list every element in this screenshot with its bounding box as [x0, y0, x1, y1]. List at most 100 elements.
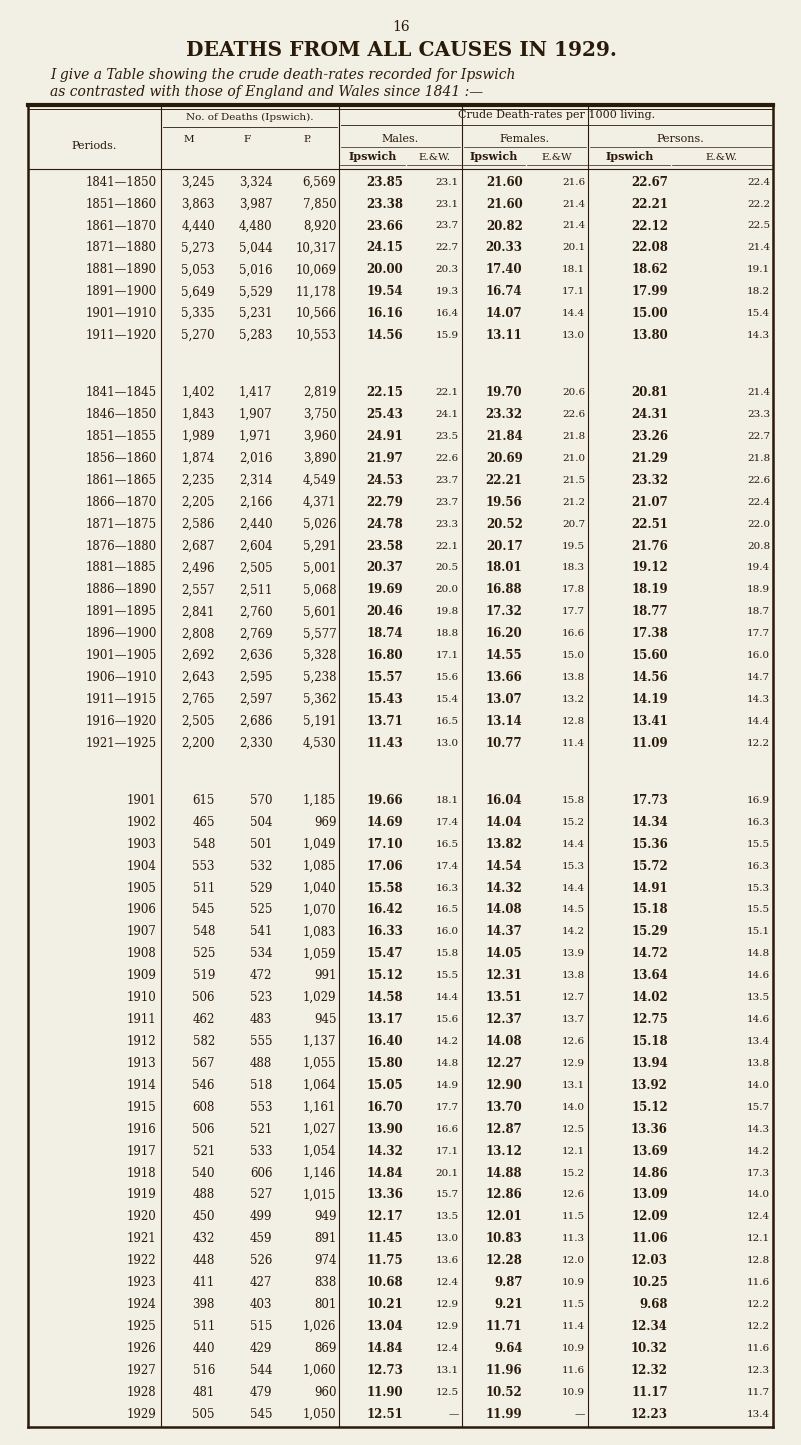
Text: 23.1: 23.1: [436, 178, 459, 186]
Text: 1,040: 1,040: [303, 881, 336, 894]
Text: 14.3: 14.3: [747, 1124, 770, 1134]
Text: 19.12: 19.12: [631, 562, 668, 575]
Text: 11.4: 11.4: [562, 1322, 586, 1331]
Text: 13.36: 13.36: [367, 1188, 404, 1201]
Text: 1,050: 1,050: [303, 1407, 336, 1420]
Text: 25.43: 25.43: [367, 407, 404, 420]
Text: 15.05: 15.05: [367, 1079, 404, 1092]
Text: Ipswich: Ipswich: [348, 152, 397, 162]
Text: 1924: 1924: [127, 1298, 157, 1311]
Text: 1851—1855: 1851—1855: [86, 431, 157, 444]
Text: 22.21: 22.21: [485, 474, 523, 487]
Text: 23.5: 23.5: [436, 432, 459, 441]
Text: 4,371: 4,371: [303, 496, 336, 509]
Text: 22.79: 22.79: [367, 496, 404, 509]
Text: 801: 801: [314, 1298, 336, 1311]
Text: 1904: 1904: [127, 860, 157, 873]
Text: Periods.: Periods.: [71, 142, 117, 150]
Text: 1,907: 1,907: [239, 407, 272, 420]
Text: 15.12: 15.12: [367, 970, 404, 983]
Text: 19.66: 19.66: [367, 793, 404, 806]
Text: 1,060: 1,060: [303, 1364, 336, 1377]
Text: 15.8: 15.8: [436, 949, 459, 958]
Text: 9.64: 9.64: [494, 1342, 523, 1355]
Text: 13.51: 13.51: [486, 991, 523, 1004]
Text: 13.8: 13.8: [562, 971, 586, 980]
Text: 1,085: 1,085: [303, 860, 336, 873]
Text: 5,053: 5,053: [181, 263, 215, 276]
Text: 1886—1890: 1886—1890: [86, 584, 157, 597]
Text: 13.8: 13.8: [562, 673, 586, 682]
Text: 16.70: 16.70: [367, 1101, 404, 1114]
Text: 545: 545: [250, 1407, 272, 1420]
Text: 2,557: 2,557: [181, 584, 215, 597]
Text: 14.91: 14.91: [631, 881, 668, 894]
Text: 13.07: 13.07: [486, 694, 523, 707]
Text: 13.12: 13.12: [485, 1144, 523, 1157]
Text: 1912: 1912: [127, 1035, 157, 1048]
Text: 534: 534: [250, 948, 272, 961]
Text: 462: 462: [192, 1013, 215, 1026]
Text: 1909: 1909: [127, 970, 157, 983]
Text: 10.77: 10.77: [486, 737, 523, 750]
Text: 13.71: 13.71: [367, 715, 404, 728]
Text: 5,068: 5,068: [303, 584, 336, 597]
Text: 11.96: 11.96: [486, 1364, 523, 1377]
Text: 23.3: 23.3: [747, 410, 770, 419]
Text: 12.2: 12.2: [747, 738, 770, 749]
Text: 12.31: 12.31: [485, 970, 523, 983]
Text: 2,505: 2,505: [181, 715, 215, 728]
Text: 12.9: 12.9: [562, 1059, 586, 1068]
Text: 518: 518: [250, 1079, 272, 1092]
Text: 582: 582: [193, 1035, 215, 1048]
Text: 14.54: 14.54: [486, 860, 523, 873]
Text: 5,283: 5,283: [239, 329, 272, 342]
Text: 17.7: 17.7: [747, 629, 770, 639]
Text: 13.8: 13.8: [747, 1059, 770, 1068]
Text: 10.68: 10.68: [367, 1276, 404, 1289]
Text: 15.4: 15.4: [436, 695, 459, 704]
Text: 2,765: 2,765: [181, 694, 215, 707]
Text: 13.92: 13.92: [631, 1079, 668, 1092]
Text: 16.3: 16.3: [747, 818, 770, 827]
Text: 22.08: 22.08: [631, 241, 668, 254]
Text: 22.0: 22.0: [747, 520, 770, 529]
Text: 1911—1920: 1911—1920: [86, 329, 157, 342]
Text: E.&W: E.&W: [541, 153, 572, 162]
Text: 504: 504: [250, 816, 272, 829]
Text: 14.72: 14.72: [631, 948, 668, 961]
Text: 21.4: 21.4: [562, 199, 586, 208]
Text: 14.6: 14.6: [747, 1016, 770, 1025]
Text: 19.4: 19.4: [747, 564, 770, 572]
Text: 20.0: 20.0: [436, 585, 459, 594]
Text: 13.7: 13.7: [562, 1016, 586, 1025]
Text: 12.37: 12.37: [485, 1013, 523, 1026]
Text: 1,161: 1,161: [303, 1101, 336, 1114]
Text: 13.6: 13.6: [436, 1256, 459, 1266]
Text: 20.8: 20.8: [747, 542, 770, 551]
Text: 2,330: 2,330: [239, 737, 272, 750]
Text: 24.53: 24.53: [367, 474, 404, 487]
Text: 11.5: 11.5: [562, 1300, 586, 1309]
Text: 11.6: 11.6: [747, 1279, 770, 1287]
Text: 529: 529: [250, 881, 272, 894]
Text: 16.88: 16.88: [486, 584, 523, 597]
Text: 9.68: 9.68: [639, 1298, 668, 1311]
Text: 838: 838: [314, 1276, 336, 1289]
Text: 21.0: 21.0: [562, 454, 586, 462]
Text: 23.7: 23.7: [436, 221, 459, 231]
Text: 15.2: 15.2: [562, 1169, 586, 1178]
Text: 14.3: 14.3: [747, 695, 770, 704]
Text: 533: 533: [250, 1144, 272, 1157]
Text: 1,874: 1,874: [182, 452, 215, 465]
Text: 24.31: 24.31: [631, 407, 668, 420]
Text: 12.27: 12.27: [485, 1056, 523, 1069]
Text: 14.4: 14.4: [562, 883, 586, 893]
Text: 1901—1905: 1901—1905: [85, 649, 157, 662]
Text: Females.: Females.: [500, 134, 550, 144]
Text: 1928: 1928: [127, 1386, 157, 1399]
Text: 17.3: 17.3: [747, 1169, 770, 1178]
Text: 615: 615: [192, 793, 215, 806]
Text: 2,205: 2,205: [182, 496, 215, 509]
Text: 22.7: 22.7: [436, 243, 459, 253]
